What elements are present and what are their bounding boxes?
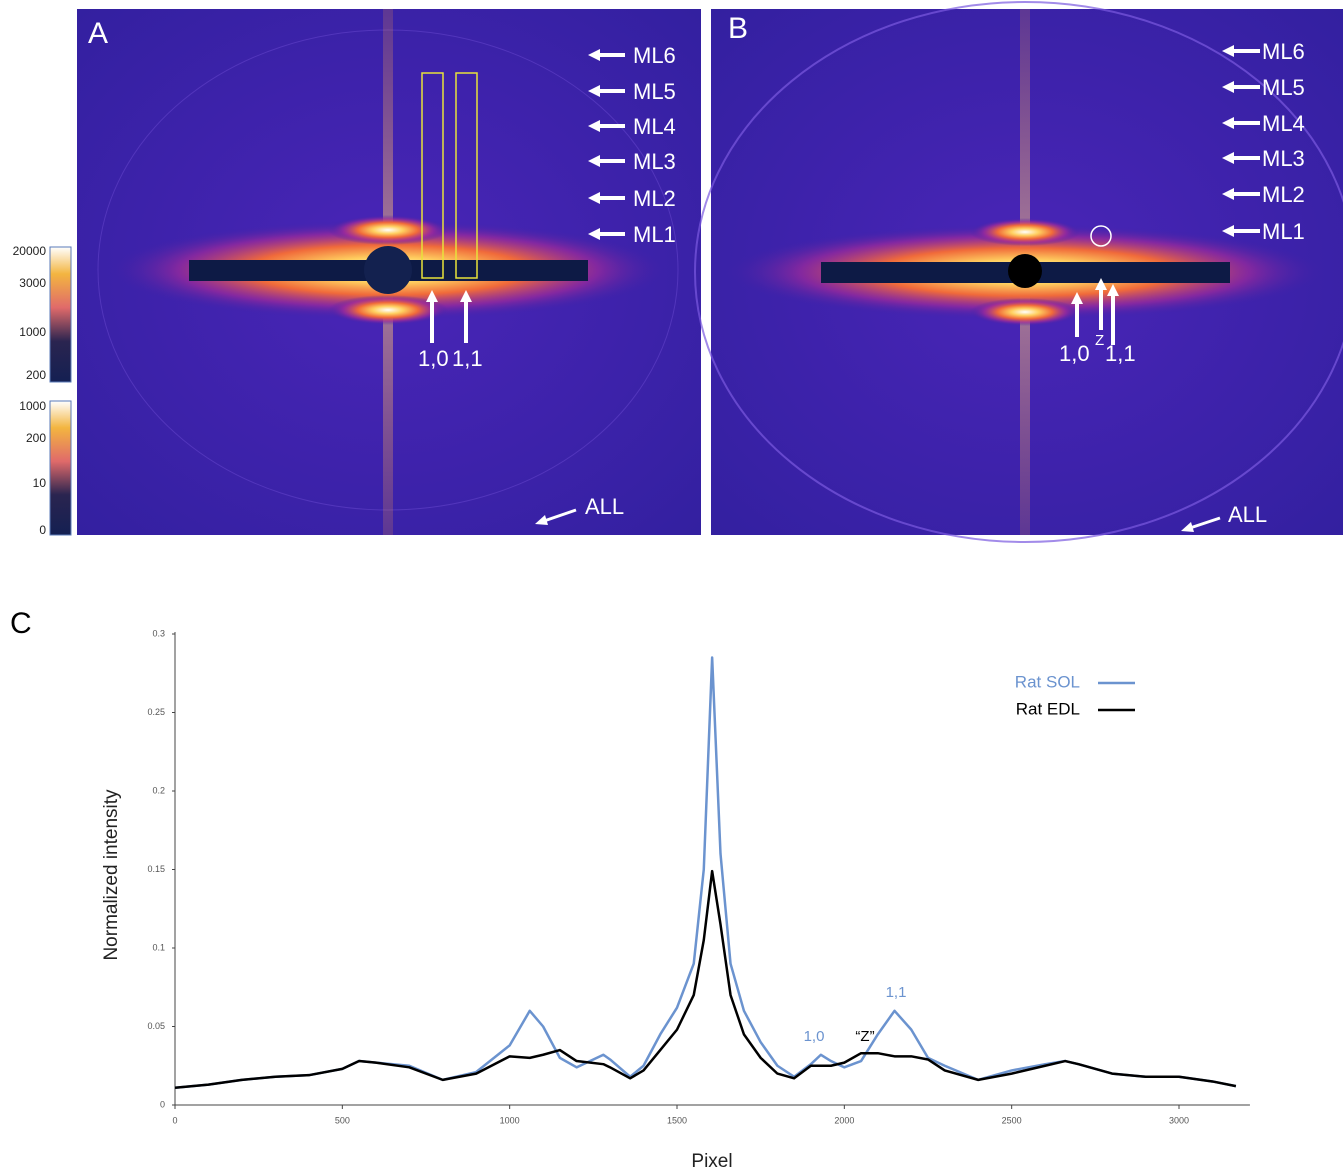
arrow-head [588,228,600,240]
arrow-head [588,155,600,167]
annotation: ML3 [633,149,676,174]
arrow-head [1222,188,1234,200]
y-tick-label: 0.1 [152,942,165,952]
y-tick-label: 0.15 [147,864,165,874]
arrow-head [460,290,472,302]
arrow-head [535,515,548,525]
x-tick-label: 2500 [1002,1115,1022,1125]
chart-annotation: 1,0 [804,1028,825,1045]
legend-label: Rat SOL [1015,672,1080,691]
x-axis-label: Pixel [691,1151,732,1172]
annotation: ML3 [1262,146,1305,171]
arrow-head [1222,152,1234,164]
chart-annotation: “Z” [855,1028,874,1045]
y-tick-label: 0.25 [147,707,165,717]
annotation: ML4 [633,114,676,139]
y-tick-label: 0.2 [152,785,165,795]
colorbar [49,400,72,536]
reflection-label: 1,0 [1059,341,1090,366]
colorbar-tick-label: 1000 [19,399,46,413]
series-line [174,656,1237,1089]
colorbar-tick-label: 3000 [19,276,46,290]
reflection-label: 1,0 [418,346,449,371]
arrow-head [1071,292,1083,304]
chart-annotation: 1,1 [886,984,907,1001]
y-axis-label: Normalized intensity [101,789,122,961]
annotation: ML1 [633,222,676,247]
y-tick-label: 0.3 [152,628,165,638]
arrow-head [1222,45,1234,57]
reflection-label: 1,1 [1105,341,1136,366]
arrow-head [1095,278,1107,290]
arrow-head [1222,117,1234,129]
panel-label: C [10,607,32,640]
colorbar-tick-label: 200 [26,368,46,382]
annotation: ML2 [1262,182,1305,207]
annotation: ALL [1228,502,1267,527]
arrow [543,508,577,523]
annotation: ML5 [633,79,676,104]
colorbar [49,246,72,383]
arrow-head [1181,522,1194,532]
arrow-head [588,120,600,132]
y-tick-label: 0 [160,1099,165,1109]
colorbar-tick-label: 200 [26,431,46,445]
y-tick-label: 0.05 [147,1021,165,1031]
arrow-head [588,85,600,97]
colorbar-tick-label: 20000 [13,244,47,258]
reflection-label: 1,1 [452,346,483,371]
x-tick-label: 2000 [834,1115,854,1125]
panel-label: A [88,17,108,50]
annotation: ML2 [633,186,676,211]
colorbar-tick-label: 0 [39,523,46,537]
annotation: ML1 [1262,219,1305,244]
arrow-head [1222,225,1234,237]
annotation: ALL [585,494,624,519]
x-tick-label: 1500 [667,1115,687,1125]
arrow-head [1107,284,1119,296]
diffraction-image-b [694,1,1343,543]
diffraction-image-a [77,9,701,535]
series-line [174,869,1237,1089]
x-tick-label: 0 [172,1115,177,1125]
x-tick-label: 1000 [500,1115,520,1125]
annotation: ML5 [1262,75,1305,100]
legend-label: Rat EDL [1016,699,1080,718]
reflection-label: Z [1095,332,1104,349]
arrow-head [588,192,600,204]
x-tick-label: 500 [335,1115,350,1125]
arrow-head [1222,81,1234,93]
annotation: ML4 [1262,111,1305,136]
arrow-head [426,290,438,302]
annotation: ML6 [1262,39,1305,64]
panel-label: B [728,12,748,45]
annotation: ML6 [633,43,676,68]
colorbar-tick-label: 10 [33,476,47,490]
x-tick-label: 3000 [1169,1115,1189,1125]
arrow-head [588,49,600,61]
colorbar-tick-label: 1000 [19,325,46,339]
arrow [1189,516,1221,530]
